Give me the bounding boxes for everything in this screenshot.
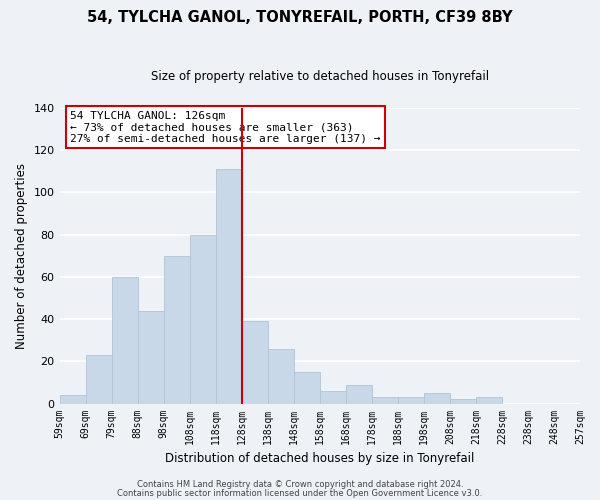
X-axis label: Distribution of detached houses by size in Tonyrefail: Distribution of detached houses by size … [165,452,475,465]
Bar [450,400,476,404]
Text: Contains public sector information licensed under the Open Government Licence v3: Contains public sector information licen… [118,488,482,498]
Title: Size of property relative to detached houses in Tonyrefail: Size of property relative to detached ho… [151,70,489,83]
Bar [346,384,372,404]
Text: 54 TYLCHA GANOL: 126sqm
← 73% of detached houses are smaller (363)
27% of semi-d: 54 TYLCHA GANOL: 126sqm ← 73% of detache… [70,110,380,144]
Bar [424,393,450,404]
Bar [320,391,346,404]
Bar [59,395,86,404]
Bar [242,321,268,404]
Bar [137,310,164,404]
Bar [268,348,294,404]
Bar [112,277,137,404]
Text: Contains HM Land Registry data © Crown copyright and database right 2024.: Contains HM Land Registry data © Crown c… [137,480,463,489]
Bar [190,234,215,404]
Y-axis label: Number of detached properties: Number of detached properties [15,162,28,348]
Bar [215,169,242,404]
Bar [372,397,398,404]
Bar [164,256,190,404]
Bar [398,397,424,404]
Bar [294,372,320,404]
Text: 54, TYLCHA GANOL, TONYREFAIL, PORTH, CF39 8BY: 54, TYLCHA GANOL, TONYREFAIL, PORTH, CF3… [87,10,513,25]
Bar [476,397,502,404]
Bar [86,355,112,404]
